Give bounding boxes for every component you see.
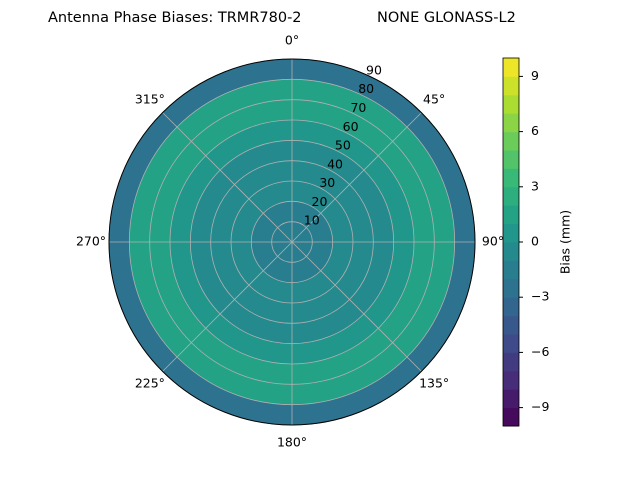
- theta-tick-label: 0°: [285, 33, 299, 48]
- grid-spoke: [162, 112, 293, 243]
- chart-title: Antenna Phase Biases: TRMR780-2: [48, 10, 302, 26]
- colorbar-band: [503, 113, 519, 133]
- colorbar-tick-label: −6: [531, 344, 549, 359]
- theta-tick-label: 135°: [419, 376, 449, 391]
- colorbar-label: Bias (mm): [558, 210, 573, 274]
- r-tick-label: 30: [319, 175, 335, 190]
- colorbar-band: [503, 297, 519, 317]
- colorbar-band: [503, 76, 519, 96]
- chart-subtitle: NONE GLONASS-L2: [377, 10, 516, 26]
- r-tick-label: 10: [304, 213, 320, 228]
- colorbar-band: [503, 278, 519, 298]
- colorbar-band: [503, 131, 519, 151]
- r-tick-label: 20: [312, 194, 328, 209]
- colorbar-band: [503, 242, 519, 261]
- colorbar-tick-label: 0: [531, 234, 539, 249]
- polar-frame: [108, 58, 476, 426]
- colorbar-band: [503, 407, 519, 427]
- theta-tick-label: 180°: [277, 435, 307, 450]
- theta-tick-label: 90°: [482, 234, 504, 249]
- colorbar-band: [503, 389, 519, 409]
- colorbar-band: [503, 94, 519, 114]
- colorbar-band: [503, 58, 519, 77]
- colorbar-band: [503, 150, 519, 169]
- colorbar-band: [503, 315, 519, 335]
- colorbar-tick-label: −3: [531, 289, 549, 304]
- r-tick-label: 80: [358, 81, 374, 96]
- colorbar-band: [503, 370, 519, 390]
- grid-spoke: [291, 241, 422, 372]
- colorbar-tick-label: 9: [531, 68, 539, 83]
- colorbar-band: [503, 260, 519, 280]
- theta-tick-label: 45°: [423, 91, 445, 106]
- theta-tick-label: 270°: [76, 234, 106, 249]
- colorbar-band: [503, 205, 519, 225]
- theta-tick-label: 225°: [135, 376, 165, 391]
- colorbar-band: [503, 223, 519, 243]
- theta-tick-label: 315°: [135, 91, 165, 106]
- colorbar-band: [503, 352, 519, 372]
- colorbar-tick-label: 6: [531, 123, 539, 138]
- colorbar-tick-label: 3: [531, 178, 539, 193]
- colorbar-tick-label: −9: [531, 399, 549, 414]
- colorbar-band: [503, 186, 519, 206]
- colorbar-band: [503, 168, 519, 188]
- grid-spoke: [162, 241, 293, 372]
- r-tick-label: 40: [327, 156, 343, 171]
- r-tick-label: 60: [343, 119, 359, 134]
- r-tick-label: 90: [366, 62, 382, 77]
- grid-spoke: [291, 112, 422, 243]
- r-tick-label: 50: [335, 138, 351, 153]
- colorbar-band: [503, 334, 519, 353]
- r-tick-label: 70: [350, 100, 366, 115]
